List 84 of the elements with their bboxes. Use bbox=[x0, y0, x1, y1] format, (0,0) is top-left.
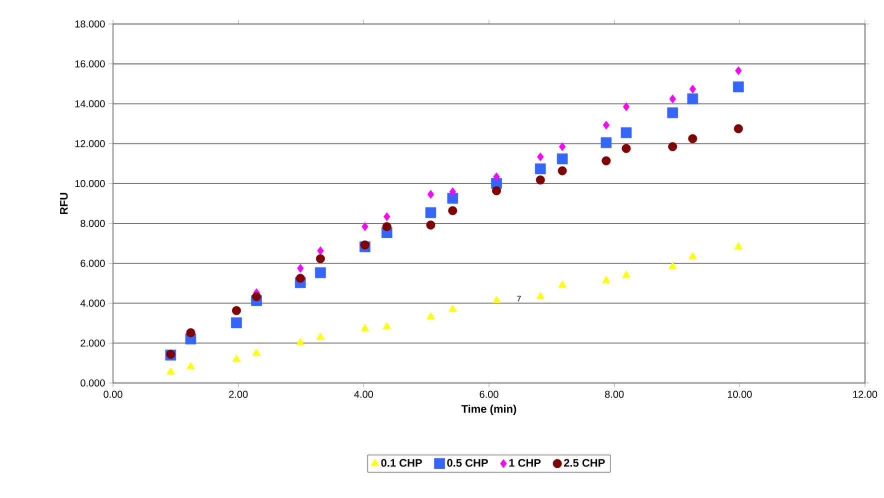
point bbox=[622, 270, 630, 278]
point bbox=[620, 127, 632, 138]
point bbox=[622, 144, 631, 153]
point bbox=[252, 292, 262, 302]
point bbox=[360, 324, 370, 332]
point bbox=[316, 254, 325, 264]
point bbox=[426, 312, 435, 320]
point bbox=[360, 240, 370, 250]
point bbox=[362, 222, 368, 232]
x-tick-label: 10.00 bbox=[728, 390, 752, 398]
point bbox=[734, 242, 743, 250]
point bbox=[447, 192, 458, 204]
point bbox=[622, 102, 630, 112]
point bbox=[558, 166, 567, 176]
point bbox=[689, 84, 696, 94]
point bbox=[602, 276, 610, 284]
y-tick-label: 18.000 bbox=[75, 20, 105, 28]
point bbox=[427, 190, 434, 199]
y-tick-label: 12.000 bbox=[75, 140, 105, 148]
y-tick-label: 8.000 bbox=[80, 220, 105, 227]
y-tick-label: 2.000 bbox=[80, 340, 105, 347]
point bbox=[556, 153, 568, 164]
point bbox=[687, 93, 698, 104]
point bbox=[166, 367, 175, 375]
point bbox=[558, 280, 567, 288]
point bbox=[534, 163, 546, 174]
point bbox=[668, 262, 677, 270]
point bbox=[231, 317, 242, 328]
legend-label: 2.5 CHP bbox=[564, 458, 605, 467]
point bbox=[296, 338, 305, 346]
x-axis-title: Time (min) bbox=[461, 404, 516, 415]
x-tick-label: 4.00 bbox=[354, 390, 374, 398]
y-tick-label: 6.000 bbox=[80, 260, 105, 267]
y-axis-title: RFU bbox=[60, 192, 68, 214]
point bbox=[602, 156, 611, 166]
point bbox=[536, 175, 545, 184]
legend-label: 1 CHP bbox=[509, 458, 541, 467]
point bbox=[536, 292, 545, 300]
point bbox=[688, 134, 698, 144]
point bbox=[186, 362, 195, 370]
x-tick-label: 6.00 bbox=[480, 390, 498, 398]
point bbox=[602, 120, 610, 130]
point bbox=[317, 246, 324, 256]
x-tick-label: 8.00 bbox=[605, 390, 624, 398]
point bbox=[733, 81, 744, 92]
point bbox=[448, 304, 457, 312]
point bbox=[492, 186, 502, 196]
point bbox=[667, 107, 678, 118]
point bbox=[735, 66, 742, 76]
point bbox=[425, 207, 436, 218]
point bbox=[600, 137, 612, 148]
point bbox=[426, 220, 436, 230]
point bbox=[315, 267, 326, 278]
point bbox=[558, 142, 566, 152]
point bbox=[669, 94, 676, 104]
legend-label: 0.1 CHP bbox=[381, 458, 422, 467]
x-tick-label: 12.00 bbox=[853, 390, 878, 398]
legend-label: 0.5 CHP bbox=[447, 458, 488, 467]
point bbox=[382, 222, 392, 232]
point bbox=[537, 152, 544, 162]
point bbox=[688, 252, 697, 260]
point bbox=[492, 296, 501, 304]
point bbox=[186, 328, 196, 338]
point bbox=[734, 124, 743, 134]
point bbox=[316, 332, 325, 340]
y-tick-label: 0.000 bbox=[80, 379, 105, 387]
point bbox=[232, 354, 241, 362]
x-tick-label: 2.00 bbox=[229, 390, 248, 398]
y-tick-label: 4.000 bbox=[80, 300, 105, 307]
point bbox=[448, 206, 458, 216]
annotation: 7 bbox=[517, 296, 521, 302]
y-tick-label: 16.000 bbox=[75, 60, 105, 68]
point bbox=[384, 212, 390, 222]
point bbox=[493, 172, 500, 182]
point bbox=[297, 264, 304, 273]
point bbox=[232, 306, 241, 316]
point bbox=[252, 348, 261, 356]
y-tick-label: 10.000 bbox=[75, 180, 105, 188]
point bbox=[296, 274, 305, 283]
y-tick-label: 14.000 bbox=[75, 100, 105, 108]
x-tick-label: 0.00 bbox=[104, 390, 122, 398]
point bbox=[382, 322, 392, 330]
point bbox=[449, 187, 456, 196]
point bbox=[668, 142, 678, 152]
